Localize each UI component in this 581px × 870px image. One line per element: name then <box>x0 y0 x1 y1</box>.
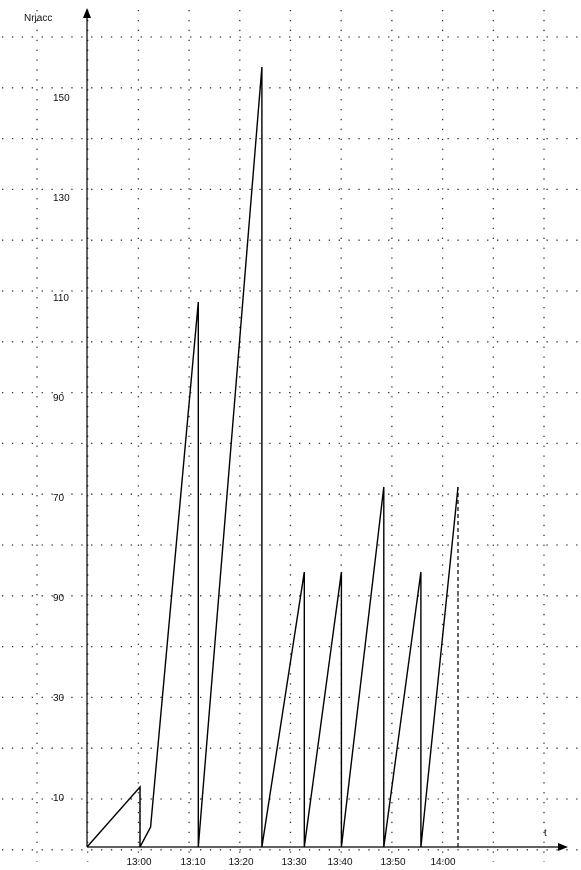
data-series <box>86 66 459 848</box>
x-tick-label: 13:10 <box>180 857 205 868</box>
dotted-grid <box>2 10 578 862</box>
x-axis-arrow <box>558 843 568 851</box>
x-tick-label: 13:40 <box>327 857 352 868</box>
axes <box>83 8 568 851</box>
x-axis-title: t <box>544 828 547 839</box>
y-tick-label: 130 <box>53 193 70 204</box>
series-line <box>86 66 459 848</box>
y-axis-title: Nrjacc <box>24 13 52 24</box>
x-tick-label: 13:00 <box>126 857 151 868</box>
y-tick-label: 30 <box>53 693 65 704</box>
y-tick-label: 90 <box>53 393 65 404</box>
y-axis-arrow <box>83 8 91 18</box>
x-tick-label: 13:30 <box>281 857 306 868</box>
x-tick-label: 13:20 <box>228 857 253 868</box>
x-tick-label: 14:00 <box>430 857 455 868</box>
reference-lines <box>139 487 459 847</box>
y-tick-label: 10 <box>53 793 65 804</box>
tick-labels: 10 30 90 70 90 110 130 150 13:00 13:10 13:20 13:30 1… <box>53 93 456 868</box>
y-tick-label: 110 <box>53 293 69 304</box>
x-tick-label: 13:50 <box>380 857 405 868</box>
y-tick-label: 150 <box>53 93 70 104</box>
y-tick-label: 90 <box>53 593 65 604</box>
y-tick-label: 70 <box>53 493 65 504</box>
